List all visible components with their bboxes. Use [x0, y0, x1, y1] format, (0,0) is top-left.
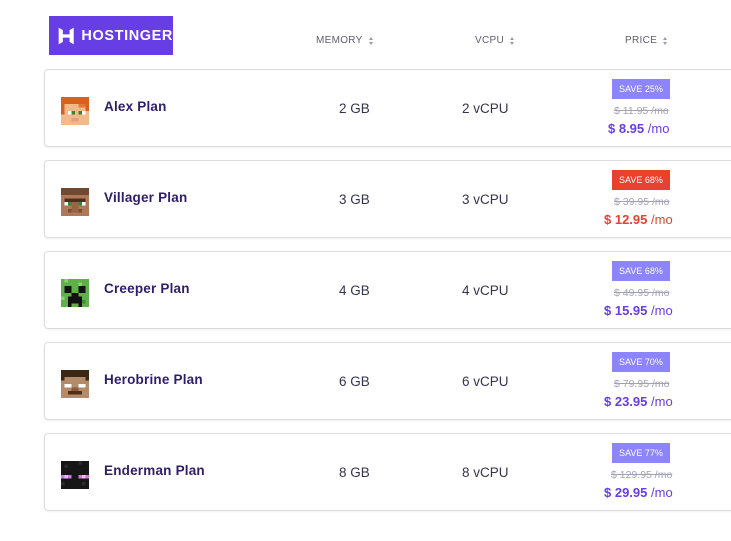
price-amount: $ 29.95: [604, 485, 648, 500]
price-amount: $ 8.95: [608, 121, 645, 136]
price-period: /mo: [651, 394, 673, 409]
price-column-header[interactable]: PRICE: [625, 35, 668, 46]
plan-memory: 6 GB: [339, 374, 370, 389]
discount-badge: SAVE 68%: [612, 261, 670, 281]
old-price: $ 79.95 /mo: [614, 378, 670, 390]
old-price: $ 11.95 /mo: [614, 105, 669, 117]
current-price: $ 12.95 /mo: [604, 212, 673, 227]
discount-badge: SAVE 68%: [612, 170, 670, 190]
plan-row-enderman[interactable]: Enderman Plan 8 GB 8 vCPU SAVE 77% $ 129…: [44, 433, 731, 511]
vcpu-header-label: VCPU: [475, 35, 504, 46]
plan-name: Creeper Plan: [104, 281, 190, 296]
plan-name: Villager Plan: [104, 190, 188, 205]
plan-name: Alex Plan: [104, 99, 167, 114]
discount-badge: SAVE 70%: [612, 352, 670, 372]
current-price: $ 23.95 /mo: [604, 394, 673, 409]
memory-header-label: MEMORY: [316, 35, 363, 46]
sort-icon: [368, 36, 373, 45]
plan-vcpu: 6 vCPU: [462, 374, 509, 389]
plan-vcpu: 2 vCPU: [462, 101, 509, 116]
plan-vcpu: 8 vCPU: [462, 465, 509, 480]
vcpu-column-header[interactable]: VCPU: [475, 35, 514, 46]
old-price: $ 129.95 /mo: [611, 469, 673, 481]
plan-row-creeper[interactable]: Creeper Plan 4 GB 4 vCPU SAVE 68% $ 49.9…: [44, 251, 731, 329]
alex-face-icon: [61, 97, 89, 125]
current-price: $ 15.95 /mo: [604, 303, 673, 318]
price-amount: $ 15.95: [604, 303, 648, 318]
plan-name: Enderman Plan: [104, 463, 205, 478]
plan-row-alex[interactable]: Alex Plan 2 GB 2 vCPU SAVE 25% $ 11.95 /…: [44, 69, 731, 147]
plan-memory: 3 GB: [339, 192, 370, 207]
logo-text: HOSTINGER: [81, 27, 173, 44]
price-period: /mo: [651, 303, 673, 318]
sort-icon: [663, 36, 668, 45]
plan-memory: 8 GB: [339, 465, 370, 480]
price-header-label: PRICE: [625, 35, 658, 46]
plan-row-herobrine[interactable]: Herobrine Plan 6 GB 6 vCPU SAVE 70% $ 79…: [44, 342, 731, 420]
plan-memory: 4 GB: [339, 283, 370, 298]
current-price: $ 8.95 /mo: [608, 121, 669, 136]
price-amount: $ 23.95: [604, 394, 648, 409]
plan-name: Herobrine Plan: [104, 372, 203, 387]
price-period: /mo: [651, 212, 673, 227]
old-price: $ 39.95 /mo: [614, 196, 670, 208]
price-period: /mo: [651, 485, 673, 500]
current-price: $ 29.95 /mo: [604, 485, 673, 500]
herobrine-face-icon: [61, 370, 89, 398]
price-period: /mo: [647, 121, 670, 136]
discount-badge: SAVE 77%: [612, 443, 670, 463]
plan-memory: 2 GB: [339, 101, 370, 116]
sort-icon: [509, 36, 514, 45]
discount-badge: SAVE 25%: [612, 79, 670, 99]
old-price: $ 49.95 /mo: [614, 287, 670, 299]
villager-face-icon: [61, 188, 89, 216]
hostinger-logo[interactable]: HOSTINGER: [49, 16, 173, 55]
plan-vcpu: 3 vCPU: [462, 192, 509, 207]
price-amount: $ 12.95: [604, 212, 648, 227]
plan-row-villager[interactable]: Villager Plan 3 GB 3 vCPU SAVE 68% $ 39.…: [44, 160, 731, 238]
creeper-face-icon: [61, 279, 89, 307]
plan-vcpu: 4 vCPU: [462, 283, 509, 298]
hostinger-h-icon: [58, 27, 74, 44]
memory-column-header[interactable]: MEMORY: [316, 35, 373, 46]
enderman-face-icon: [61, 461, 89, 489]
